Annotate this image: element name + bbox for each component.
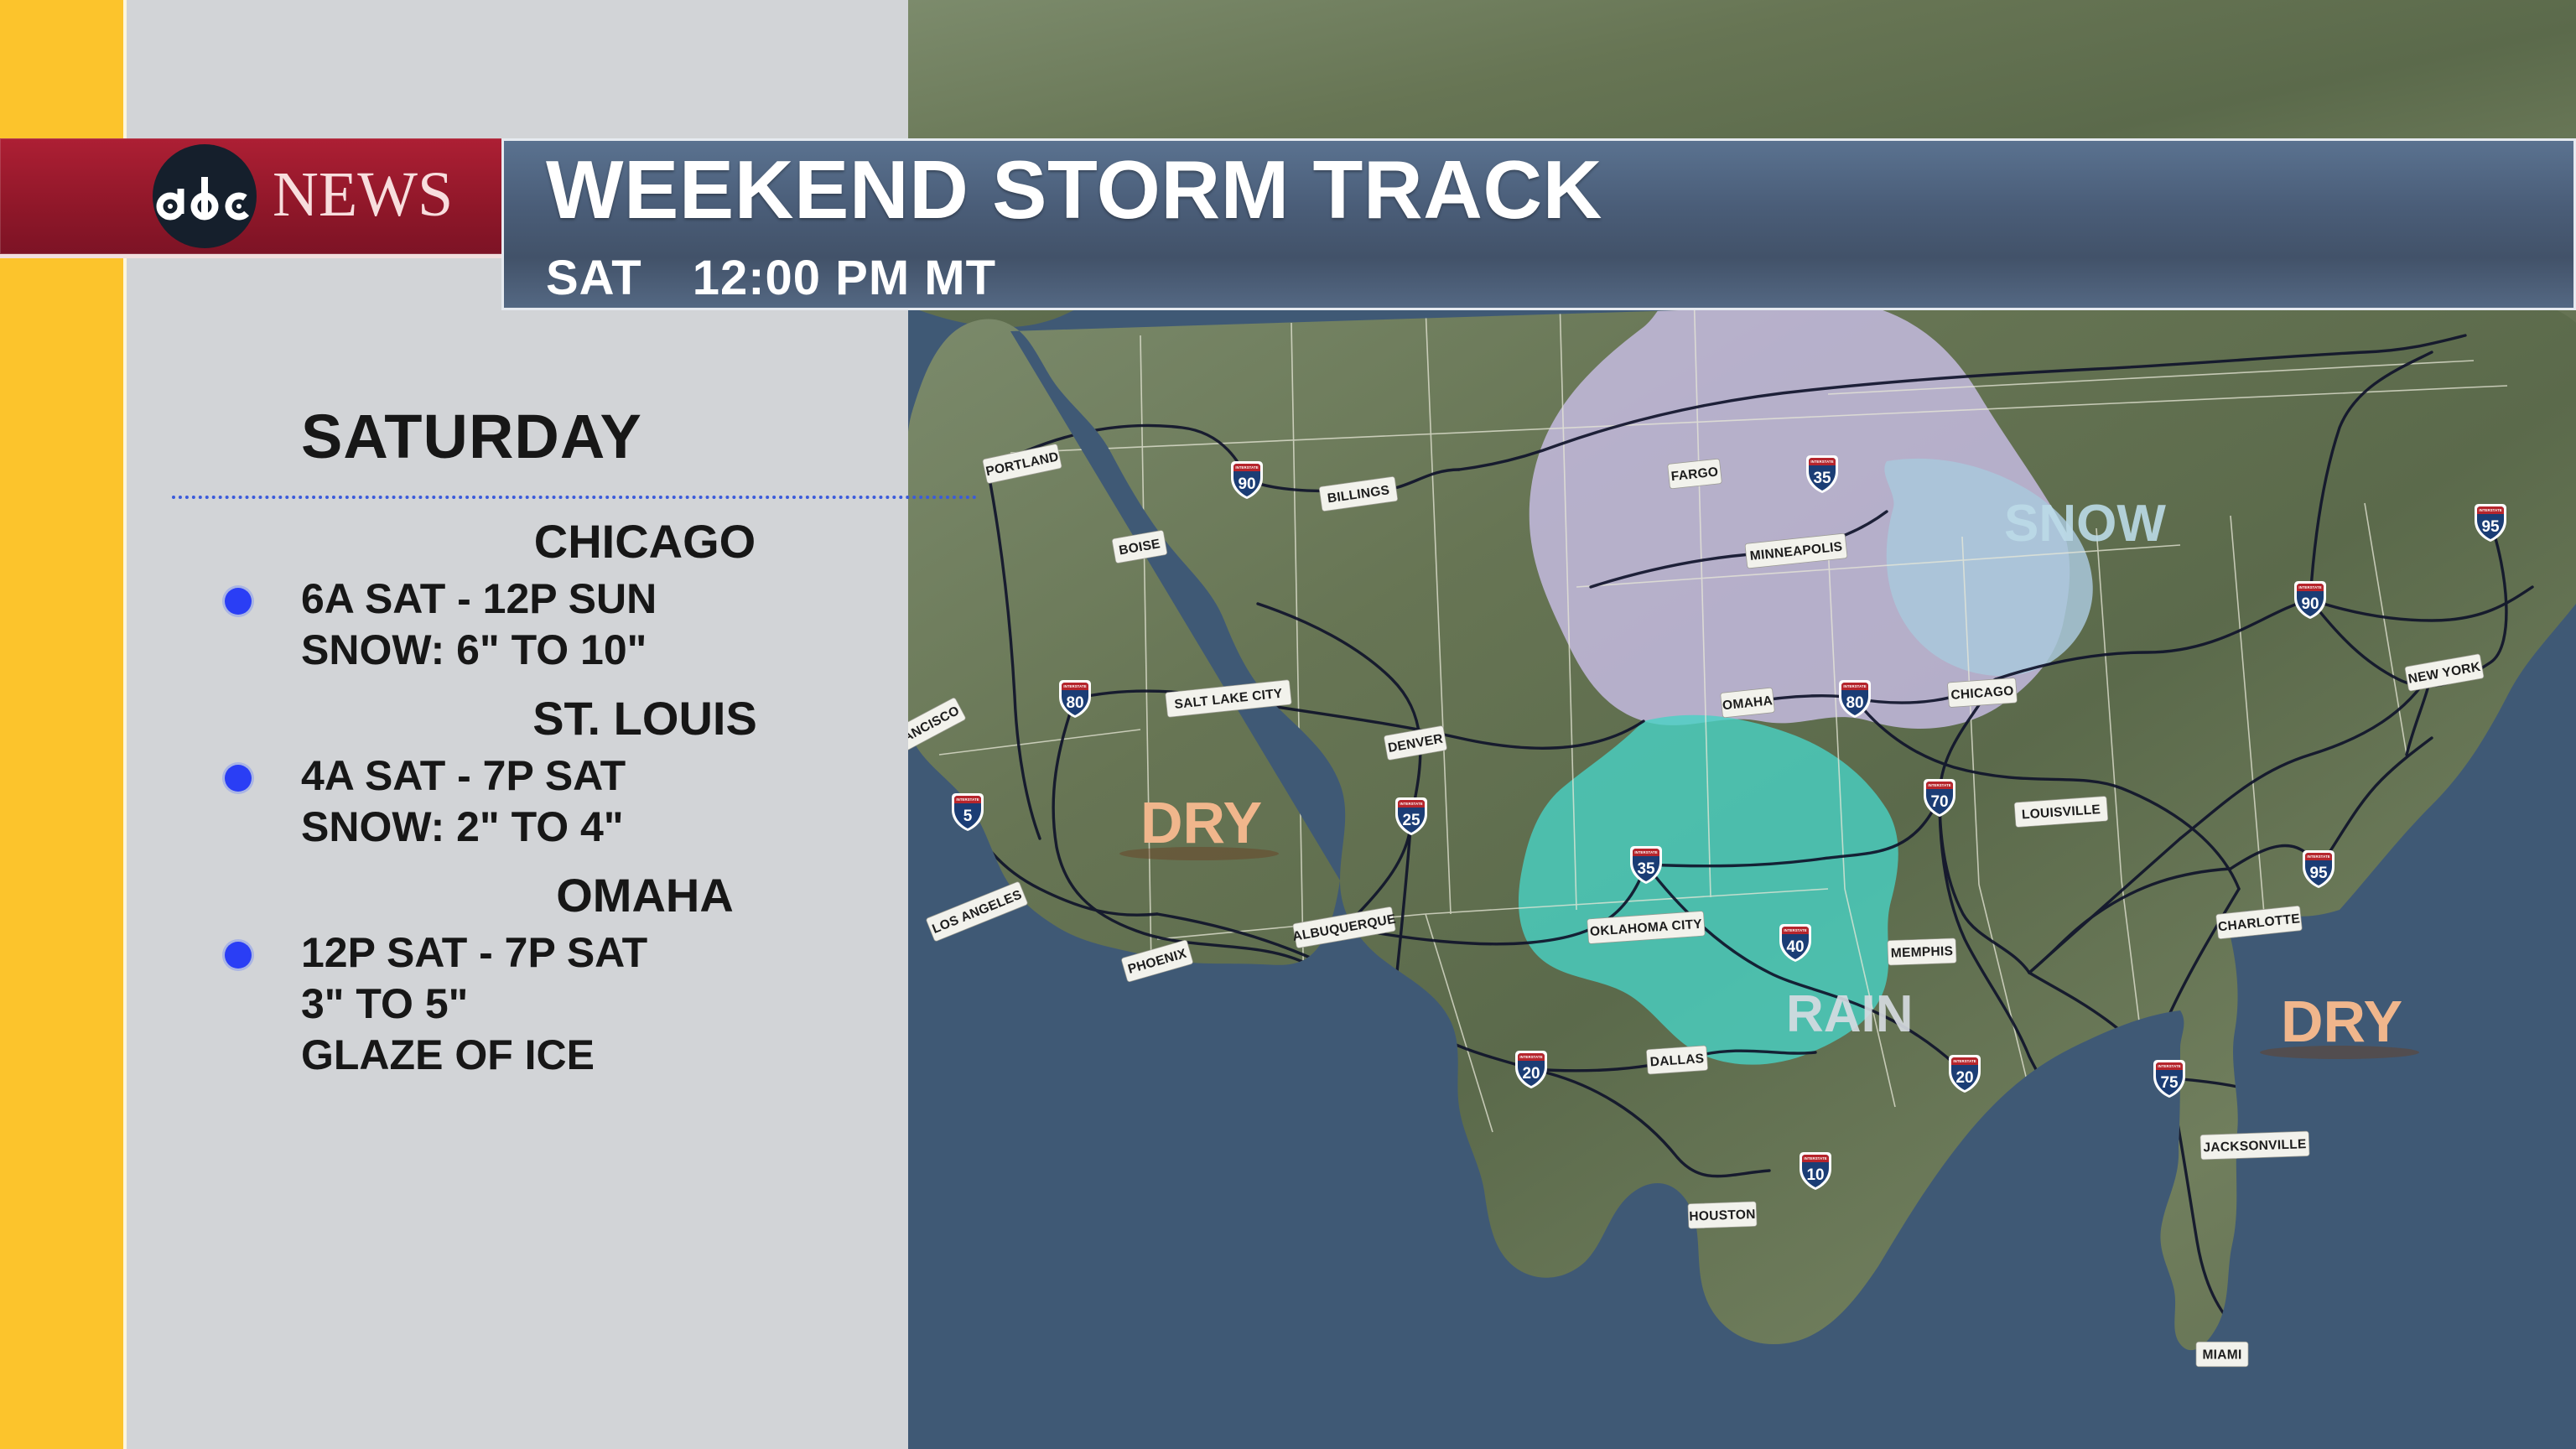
svg-text:INTERSTATE: INTERSTATE — [1519, 1055, 1542, 1059]
svg-text:INTERSTATE: INTERSTATE — [2158, 1064, 2180, 1068]
svg-text:25: 25 — [1402, 812, 1420, 829]
svg-text:INTERSTATE: INTERSTATE — [1235, 465, 1258, 470]
svg-text:95: 95 — [2309, 865, 2328, 882]
svg-text:INTERSTATE: INTERSTATE — [1634, 850, 1657, 854]
svg-text:INTERSTATE: INTERSTATE — [1843, 684, 1866, 688]
svg-text:INTERSTATE: INTERSTATE — [1063, 684, 1086, 688]
svg-text:40: 40 — [1786, 938, 1804, 956]
svg-text:INTERSTATE: INTERSTATE — [2298, 585, 2321, 589]
svg-text:90: 90 — [2301, 595, 2319, 613]
svg-text:INTERSTATE: INTERSTATE — [1953, 1059, 1976, 1063]
svg-text:10: 10 — [1806, 1166, 1824, 1184]
svg-text:INTERSTATE: INTERSTATE — [1804, 1156, 1826, 1161]
svg-text:20: 20 — [1955, 1069, 1973, 1087]
svg-text:20: 20 — [1522, 1065, 1540, 1083]
svg-text:INTERSTATE: INTERSTATE — [2307, 854, 2329, 859]
svg-text:HOUSTON: HOUSTON — [1689, 1208, 1756, 1224]
svg-text:INTERSTATE: INTERSTATE — [2479, 508, 2501, 512]
svg-text:80: 80 — [1066, 694, 1083, 712]
svg-text:INTERSTATE: INTERSTATE — [1400, 802, 1422, 806]
svg-text:80: 80 — [1846, 694, 1863, 712]
svg-text:NEWS: NEWS — [273, 159, 453, 230]
svg-text:DRY: DRY — [2281, 989, 2402, 1054]
svg-text:MEMPHIS: MEMPHIS — [1891, 944, 1954, 961]
svg-text:35: 35 — [1813, 470, 1831, 487]
svg-text:MIAMI: MIAMI — [2202, 1348, 2241, 1362]
svg-text:INTERSTATE: INTERSTATE — [1810, 460, 1833, 464]
svg-text:DRY: DRY — [1140, 790, 1262, 855]
svg-text:SNOW: SNOW — [2004, 495, 2166, 553]
svg-text:INTERSTATE: INTERSTATE — [1928, 783, 1950, 787]
svg-text:INTERSTATE: INTERSTATE — [1784, 928, 1806, 932]
svg-text:75: 75 — [2160, 1074, 2179, 1092]
svg-text:90: 90 — [1238, 475, 1255, 493]
svg-text:70: 70 — [1930, 793, 1948, 811]
svg-text:RAIN: RAIN — [1786, 985, 1914, 1043]
svg-text:95: 95 — [2481, 518, 2500, 536]
svg-text:35: 35 — [1637, 860, 1655, 878]
